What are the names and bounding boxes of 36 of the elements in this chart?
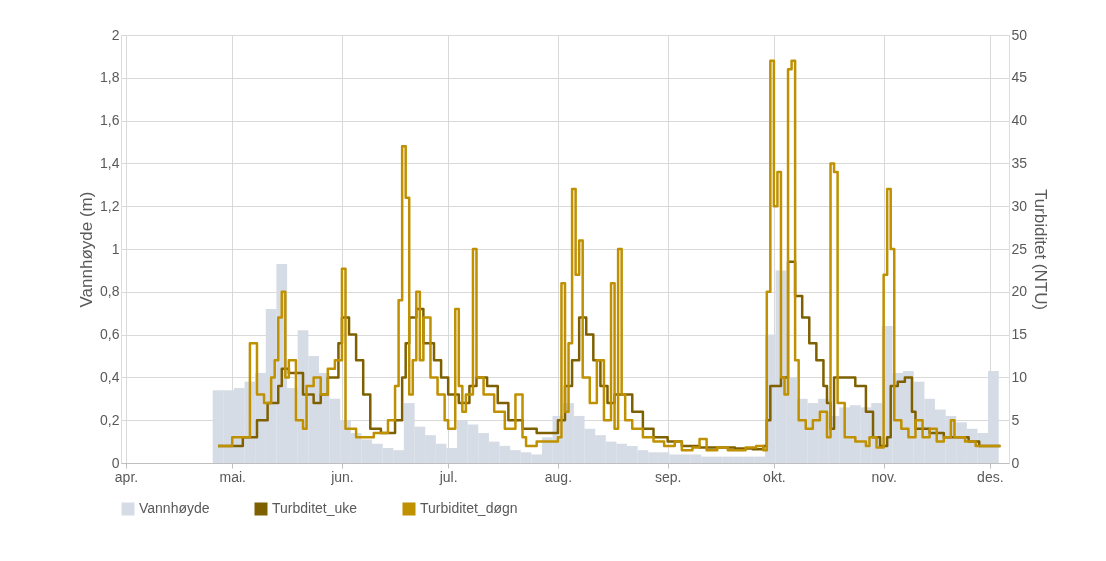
y-tick-label: 0,2 (100, 411, 120, 428)
y-tick-label: 1,8 (100, 69, 120, 86)
x-tick-label: apr. (114, 468, 139, 485)
x-tick-label: jun. (330, 468, 354, 485)
y-tick-label: 0,6 (100, 326, 120, 343)
y-tick-label: 1,2 (100, 197, 120, 214)
y2-tick-label: 30 (1011, 197, 1028, 214)
y-tick-label: 0 (111, 454, 120, 471)
y2-tick-label: 20 (1011, 283, 1028, 300)
x-tick-label: nov. (871, 468, 897, 485)
x-tick-label: mai. (219, 468, 246, 485)
legend-label: Turbiditet_døgn (420, 500, 518, 516)
x-tick-label: okt. (763, 468, 786, 485)
y-tick-label: 1,6 (100, 112, 120, 129)
y-tick-label: 1 (111, 240, 120, 257)
y-tick-label: 2 (111, 26, 120, 43)
y2-tick-label: 25 (1011, 240, 1028, 257)
y2-axis-title: Turbiditet (NTU) (1031, 188, 1051, 311)
y-tick-label: 1,4 (100, 154, 120, 171)
x-tick-label: jul. (438, 468, 458, 485)
y2-tick-label: 40 (1011, 112, 1028, 129)
y-tick-label: 0,4 (100, 368, 120, 385)
y-tick-label: 0,8 (100, 283, 120, 300)
x-tick-label: des. (977, 468, 1004, 485)
y2-tick-label: 35 (1011, 154, 1028, 171)
legend-label: Turbditet_uke (272, 500, 358, 516)
y-axis-title: Vannhøyde (m) (77, 191, 97, 308)
legend-label: Vannhøyde (139, 500, 210, 516)
y2-tick-label: 50 (1011, 26, 1028, 43)
y2-tick-label: 45 (1011, 69, 1028, 86)
y2-tick-label: 5 (1011, 411, 1020, 428)
y2-tick-label: 0 (1011, 454, 1020, 471)
y2-tick-label: 15 (1011, 326, 1028, 343)
x-tick-label: aug. (544, 468, 573, 485)
y2-tick-label: 10 (1011, 368, 1028, 385)
x-tick-label: sep. (654, 468, 682, 485)
